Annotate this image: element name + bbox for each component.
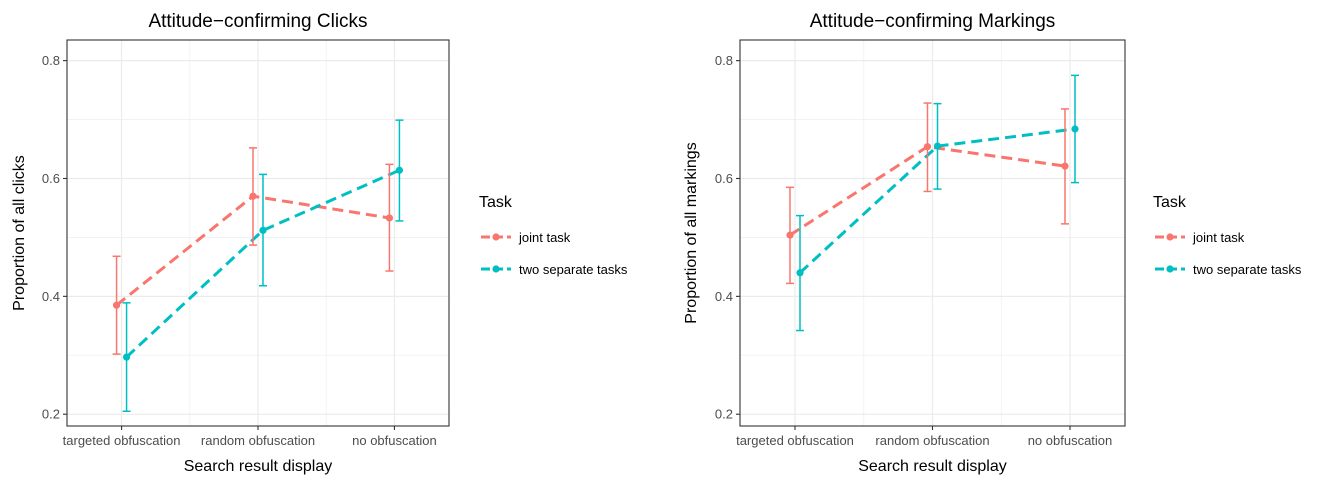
data-point-joint-task (112, 301, 121, 309)
legend-label: joint task (1192, 230, 1245, 245)
legend-label: two separate tasks (519, 262, 628, 277)
chart-attitude-confirming-clicks: 0.2 0.4 0.6 0.8 targeted obfuscation random o… (0, 0, 666, 478)
legend-key-point (1166, 233, 1174, 241)
y-tick-label: 0.6 (715, 171, 733, 186)
y-tick-label: 0.6 (42, 171, 60, 186)
y-tick-label: 0.2 (42, 407, 60, 422)
legend-item-two-separate-tasks: two separate tasks (481, 262, 628, 277)
data-point-two-separate-tasks (1071, 125, 1079, 133)
x-tick-label: no obfuscation (1028, 433, 1113, 448)
x-tick-label: targeted obfuscation (63, 433, 181, 448)
legend-key-point (492, 265, 500, 273)
legend-label: two separate tasks (1193, 262, 1302, 277)
legend-title: Task (1153, 194, 1187, 211)
data-point-joint-task (249, 192, 257, 200)
y-axis-title: Proportion of all clicks (11, 155, 28, 311)
legend-item-joint-task: joint task (481, 230, 571, 245)
data-point-two-separate-tasks (122, 353, 131, 361)
x-tick-label: random obfuscation (201, 433, 315, 448)
legend: Task joint task two separate tasks (1153, 194, 1302, 277)
y-tick-label: 0.8 (715, 53, 733, 68)
x-tick-label: targeted obfuscation (736, 433, 854, 448)
legend-item-joint-task: joint task (1155, 230, 1245, 245)
data-point-two-separate-tasks (933, 142, 942, 150)
chart-title: Attitude−confirming Markings (810, 11, 1056, 32)
legend-key-point (1166, 265, 1174, 273)
y-axis-title: Proportion of all markings (683, 142, 700, 323)
chart-svg: 0.2 0.4 0.6 0.8 targeted obfuscation random o… (683, 11, 1302, 475)
data-point-two-separate-tasks (796, 269, 804, 277)
data-point-joint-task (923, 143, 932, 151)
legend: Task joint task two separate tasks (479, 194, 628, 277)
data-point-joint-task (1061, 162, 1069, 170)
data-point-joint-task (385, 214, 394, 222)
data-point-two-separate-tasks (395, 166, 404, 174)
x-tick-label: random obfuscation (875, 433, 989, 448)
series-line-two-separate-tasks (798, 127, 1076, 274)
data-point-joint-task (786, 231, 794, 239)
y-tick-label: 0.8 (42, 53, 60, 68)
y-tick-label: 0.4 (42, 289, 60, 304)
legend-title: Task (479, 194, 513, 211)
x-axis-title: Search result display (858, 458, 1007, 475)
legend-item-two-separate-tasks: two separate tasks (1155, 262, 1302, 277)
x-axis-title: Search result display (184, 458, 333, 475)
y-tick-label: 0.2 (715, 407, 733, 422)
legend-key-point (492, 233, 500, 241)
chart-svg: 0.2 0.4 0.6 0.8 targeted obfuscation random o… (11, 11, 628, 475)
y-tick-label: 0.4 (715, 289, 733, 304)
x-tick-label: no obfuscation (352, 433, 437, 448)
chart-title: Attitude−confirming Clicks (148, 11, 367, 32)
data-point-two-separate-tasks (259, 226, 267, 234)
chart-attitude-confirming-markings: 0.2 0.4 0.6 0.8 targeted obfuscation random o… (666, 0, 1332, 478)
legend-label: joint task (518, 230, 571, 245)
